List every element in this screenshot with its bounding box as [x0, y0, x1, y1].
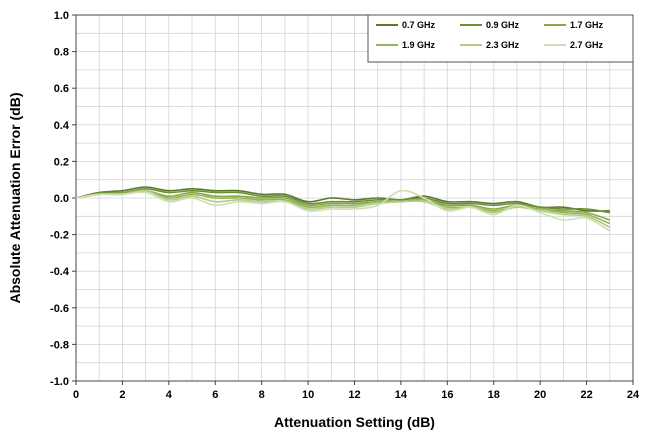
y-tick-label: 0.6 — [54, 83, 69, 95]
x-tick-label: 8 — [259, 389, 265, 401]
x-tick-label: 4 — [166, 389, 173, 401]
x-tick-label: 6 — [212, 389, 218, 401]
y-axis-title: Absolute Attenuation Error (dB) — [7, 92, 23, 303]
legend: 0.7 GHz 0.9 GHz 1.7 GHz 1.9 GHz 2.3 GHz 2.7 G… — [367, 14, 634, 63]
y-tick-label: -0.8 — [50, 339, 69, 351]
y-tick-label: -0.2 — [50, 230, 69, 242]
legend-label: 1.7 GHz — [570, 20, 604, 30]
x-tick-label: 18 — [488, 389, 500, 401]
y-tick-label: -0.4 — [50, 266, 70, 278]
x-tick-label: 24 — [627, 389, 640, 401]
y-tick-label: 0.2 — [54, 156, 69, 168]
legend-label: 2.3 GHz — [486, 40, 520, 50]
series-lines — [75, 186, 611, 232]
x-tick-label: 0 — [73, 389, 79, 401]
legend-label: 0.9 GHz — [486, 20, 520, 30]
legend-label: 0.7 GHz — [402, 20, 436, 30]
y-tick-label: 0.0 — [54, 193, 69, 205]
legend-label: 1.9 GHz — [402, 40, 436, 50]
series-line — [75, 189, 611, 229]
axis-ticks: 0 2 4 6 8 10 12 14 16 18 20 22 241.00.80.60.40.20.0-… — [50, 10, 640, 401]
x-tick-label: 22 — [580, 389, 592, 401]
x-tick-label: 16 — [441, 389, 453, 401]
x-tick-label: 14 — [395, 389, 408, 401]
x-tick-label: 2 — [119, 389, 125, 401]
y-tick-label: 1.0 — [54, 10, 69, 22]
y-tick-label: -0.6 — [50, 303, 69, 315]
x-tick-label: 10 — [302, 389, 314, 401]
series-line — [75, 187, 610, 214]
legend-box — [367, 14, 634, 63]
series-line — [75, 189, 611, 232]
x-axis-title: Attenuation Setting (dB) — [274, 414, 435, 430]
legend-label: 2.7 GHz — [570, 40, 604, 50]
y-tick-label: 0.4 — [54, 120, 70, 132]
x-tick-label: 20 — [534, 389, 546, 401]
series-line — [75, 186, 610, 212]
x-tick-label: 12 — [348, 389, 360, 401]
y-tick-label: -1.0 — [50, 376, 69, 388]
y-tick-label: 0.8 — [54, 47, 69, 59]
